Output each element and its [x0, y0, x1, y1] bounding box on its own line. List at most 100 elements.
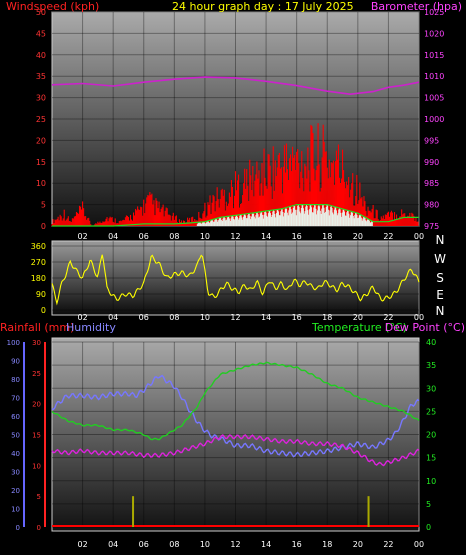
- humidity-line: [51, 374, 420, 458]
- x-tick-label: 18: [322, 232, 332, 241]
- wind-y-tick: 25: [36, 115, 46, 124]
- direction-panel-background: [51, 240, 420, 316]
- humidity-y-tick: 100: [7, 339, 20, 347]
- x-tick-label: 08: [169, 540, 179, 549]
- humidity-y-tick: 70: [11, 395, 20, 403]
- barometer-y-tick: 980: [424, 201, 439, 210]
- wind-y-tick: 10: [36, 179, 46, 188]
- rain-y-tick: 20: [32, 401, 41, 409]
- wind-y-tick: 50: [36, 8, 46, 17]
- wind-y-tick: 5: [41, 201, 46, 210]
- rain-y-tick: 30: [32, 339, 41, 347]
- x-tick-label: 20: [353, 232, 363, 241]
- x-tick-label: 04: [108, 232, 118, 241]
- x-tick-label: 06: [139, 540, 149, 549]
- barometer-y-tick: 990: [424, 158, 439, 167]
- x-tick-label: 12: [230, 232, 240, 241]
- series-layer: [51, 76, 420, 527]
- x-tick-label: 22: [383, 232, 393, 241]
- chart-title: 24 hour graph day : 17 July 2025: [172, 0, 354, 13]
- x-tick-label: 14: [261, 232, 271, 241]
- x-tick-label: 10: [200, 232, 210, 241]
- dewpoint-axis-title: Dew Point (°C): [385, 321, 465, 334]
- compass-label: W: [434, 252, 446, 266]
- rain-y-tick: 5: [37, 493, 41, 501]
- label-layer: 0510152025303540455097598098599099510001…: [7, 8, 446, 549]
- wind-y-tick: 30: [36, 94, 46, 103]
- wind-y-tick: 40: [36, 51, 46, 60]
- x-tick-label: 04: [108, 540, 118, 549]
- humidity-y-tick: 50: [11, 432, 20, 440]
- x-tick-label: 14: [261, 313, 271, 322]
- compass-label: S: [436, 271, 444, 285]
- temp-y-tick: 35: [426, 361, 436, 370]
- direction-y-tick: 0: [41, 306, 46, 315]
- humidity-y-tick: 0: [16, 524, 20, 532]
- rain-y-tick: 15: [32, 432, 41, 440]
- direction-y-tick: 360: [31, 242, 46, 251]
- barometer-y-tick: 1000: [424, 115, 444, 124]
- x-tick-label: 00: [414, 313, 424, 322]
- x-tick-label: 06: [139, 313, 149, 322]
- barometer-y-tick: 1025: [424, 8, 444, 17]
- wind-direction-line: [51, 254, 420, 306]
- x-tick-label: 16: [292, 540, 302, 549]
- x-tick-label: 02: [77, 540, 87, 549]
- barometer-y-tick: 1005: [424, 94, 444, 103]
- wind-y-tick: 35: [36, 72, 46, 81]
- x-tick-label: 18: [322, 540, 332, 549]
- x-tick-label: 08: [169, 313, 179, 322]
- barometer-y-tick: 1020: [424, 29, 444, 38]
- x-tick-label: 16: [292, 313, 302, 322]
- wind-y-tick: 45: [36, 29, 46, 38]
- temp-y-tick: 30: [426, 384, 436, 393]
- barometer-y-tick: 995: [424, 136, 439, 145]
- barometer-y-tick: 985: [424, 179, 439, 188]
- temp-y-tick: 0: [426, 523, 431, 532]
- x-tick-label: 12: [230, 540, 240, 549]
- humidity-y-tick: 10: [11, 506, 20, 514]
- rain-y-tick: 0: [37, 524, 41, 532]
- x-tick-label: 00: [414, 540, 424, 549]
- barometer-y-tick: 1010: [424, 72, 444, 81]
- x-tick-label: 20: [353, 313, 363, 322]
- wind-average-line: [52, 204, 419, 227]
- x-tick-label: 06: [139, 232, 149, 241]
- x-tick-label: 18: [322, 313, 332, 322]
- temp-y-tick: 5: [426, 500, 431, 509]
- x-tick-label: 22: [383, 313, 393, 322]
- x-tick-label: 12: [230, 313, 240, 322]
- humidity-y-tick: 80: [11, 376, 20, 384]
- direction-y-tick: 270: [31, 258, 46, 267]
- humidity-y-tick: 40: [11, 450, 20, 458]
- compass-label: N: [436, 304, 445, 318]
- wind-y-tick: 0: [41, 222, 46, 231]
- compass-label: E: [436, 288, 444, 302]
- temp-y-tick: 20: [426, 431, 436, 440]
- x-tick-label: 02: [77, 313, 87, 322]
- x-tick-label: 02: [77, 232, 87, 241]
- temp-y-tick: 10: [426, 477, 436, 486]
- x-tick-label: 20: [353, 540, 363, 549]
- rain-y-tick: 10: [32, 462, 41, 470]
- rain-y-tick: 25: [32, 370, 41, 378]
- temp-y-tick: 25: [426, 407, 436, 416]
- direction-y-tick: 90: [36, 290, 46, 299]
- humidity-y-tick: 60: [11, 413, 20, 421]
- dewpoint-line: [51, 434, 420, 467]
- x-tick-label: 22: [383, 540, 393, 549]
- rainfall-axis-title: Rainfall (mm): [0, 321, 74, 334]
- temp-y-tick: 40: [426, 338, 436, 347]
- x-tick-label: 10: [200, 313, 210, 322]
- barometer-line: [51, 76, 420, 96]
- humidity-y-tick: 20: [11, 487, 20, 495]
- barometer-axis-title: Barometer (hpa): [371, 0, 462, 13]
- x-tick-label: 08: [169, 232, 179, 241]
- wind-axis-title: Windspeed (kph): [6, 0, 99, 13]
- wind-y-tick: 15: [36, 158, 46, 167]
- x-tick-label: 10: [200, 540, 210, 549]
- humidity-y-tick: 30: [11, 469, 20, 477]
- x-tick-label: 14: [261, 540, 271, 549]
